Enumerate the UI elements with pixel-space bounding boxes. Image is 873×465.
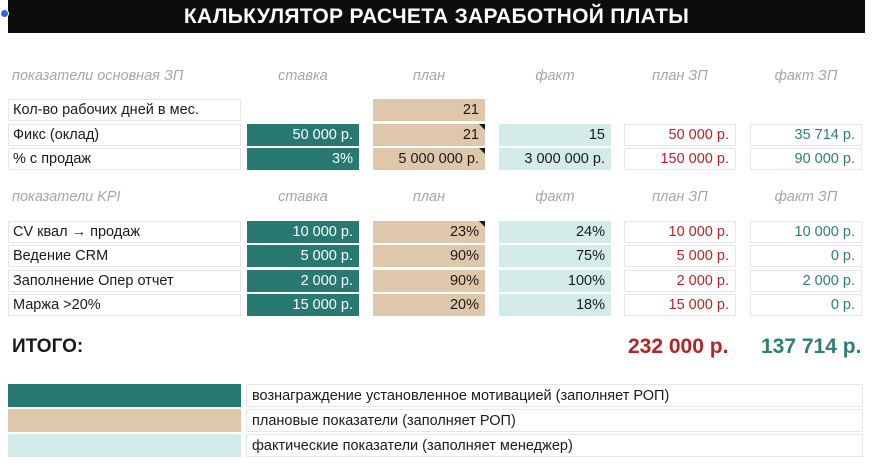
header-plan: план bbox=[412, 68, 446, 84]
kpi-row-label: Заполнение Опер отчет bbox=[8, 270, 241, 292]
header-plan-salary: план ЗП bbox=[652, 68, 708, 84]
kpi-row-label: Ведение CRM bbox=[8, 245, 241, 267]
page-title: КАЛЬКУЛЯТОР РАСЧЕТА ЗАРАБОТНОЙ ПЛАТЫ bbox=[8, 0, 865, 33]
plan-cell[interactable]: 21 bbox=[373, 99, 485, 121]
legend-text: вознаграждение установленное мотивацией … bbox=[246, 384, 863, 407]
fact-salary-cell: 0 р. bbox=[750, 245, 862, 267]
fact-cell[interactable]: 24% bbox=[499, 221, 611, 243]
legend-swatch-tan bbox=[8, 409, 241, 432]
total-fact-salary: 137 714 р. bbox=[761, 335, 862, 358]
selection-handle-icon[interactable] bbox=[0, 9, 9, 18]
fact-salary-cell: 2 000 р. bbox=[750, 270, 862, 292]
header-fact: факт bbox=[535, 189, 575, 205]
header-rate: ставка bbox=[278, 189, 328, 205]
header-fact: факт bbox=[535, 68, 575, 84]
plan-cell[interactable]: 5 000 000 р. bbox=[373, 148, 485, 170]
row-label: Кол-во рабочих дней в мес. bbox=[8, 99, 241, 121]
rate-cell[interactable]: 5 000 р. bbox=[247, 245, 359, 267]
header-main-section: показатели основная ЗП bbox=[12, 68, 184, 84]
total-plan-salary: 232 000 р. bbox=[628, 335, 729, 358]
header-rate: ставка bbox=[278, 68, 328, 84]
row-label: Фикс (оклад) bbox=[8, 124, 241, 146]
fact-cell[interactable]: 75% bbox=[499, 245, 611, 267]
fact-cell[interactable]: 3 000 000 р. bbox=[499, 148, 611, 170]
plan-salary-cell: 10 000 р. bbox=[624, 221, 736, 243]
header-fact-salary: факт ЗП bbox=[774, 68, 838, 84]
plan-salary-cell: 50 000 р. bbox=[624, 124, 736, 146]
rate-cell[interactable]: 3% bbox=[247, 148, 359, 170]
plan-salary-cell: 150 000 р. bbox=[624, 148, 736, 170]
plan-cell[interactable]: 20% bbox=[373, 294, 485, 316]
plan-cell[interactable]: 23% bbox=[373, 221, 485, 243]
fact-salary-cell: 10 000 р. bbox=[750, 221, 862, 243]
header-plan: план bbox=[412, 189, 446, 205]
plan-salary-cell: 15 000 р. bbox=[624, 294, 736, 316]
rate-cell[interactable]: 50 000 р. bbox=[247, 124, 359, 146]
rate-cell[interactable]: 2 000 р. bbox=[247, 270, 359, 292]
header-fact-salary: факт ЗП bbox=[774, 189, 838, 205]
plan-cell[interactable]: 90% bbox=[373, 270, 485, 292]
header-plan-salary: план ЗП bbox=[652, 189, 708, 205]
fact-cell[interactable]: 18% bbox=[499, 294, 611, 316]
legend-swatch-light bbox=[8, 434, 241, 457]
plan-salary-cell: 5 000 р. bbox=[624, 245, 736, 267]
fact-salary-cell: 0 р. bbox=[750, 294, 862, 316]
plan-cell[interactable]: 21 bbox=[373, 124, 485, 146]
legend-swatch-teal bbox=[8, 384, 241, 407]
header-kpi-section: показатели KPI bbox=[12, 189, 121, 205]
kpi-row-label: CV квал → продаж bbox=[8, 221, 241, 243]
legend-text: плановые показатели (заполняет РОП) bbox=[246, 409, 863, 432]
plan-cell[interactable]: 90% bbox=[373, 245, 485, 267]
rate-cell[interactable]: 15 000 р. bbox=[247, 294, 359, 316]
fact-salary-cell: 90 000 р. bbox=[750, 148, 862, 170]
fact-salary-cell: 35 714 р. bbox=[750, 124, 862, 146]
rate-cell[interactable]: 10 000 р. bbox=[247, 221, 359, 243]
legend-text: фактические показатели (заполняет менедж… bbox=[246, 434, 863, 457]
fact-cell[interactable]: 15 bbox=[499, 124, 611, 146]
fact-cell[interactable]: 100% bbox=[499, 270, 611, 292]
total-label: ИТОГО: bbox=[12, 336, 84, 357]
plan-salary-cell: 2 000 р. bbox=[624, 270, 736, 292]
row-label: % с продаж bbox=[8, 148, 241, 170]
kpi-row-label: Маржа >20% bbox=[8, 294, 241, 316]
